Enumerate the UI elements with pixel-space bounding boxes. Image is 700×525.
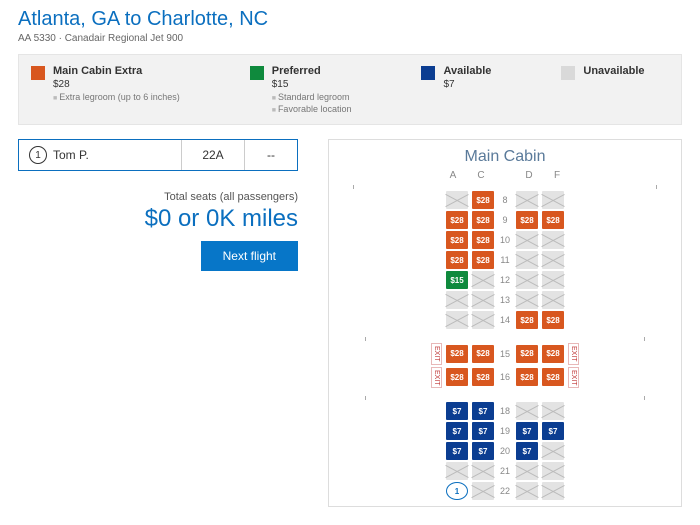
seat-15-D[interactable]: $28 (516, 345, 538, 363)
exit-label: EXIT (431, 343, 442, 365)
seat-14-D[interactable]: $28 (516, 311, 538, 329)
row-number: 10 (498, 235, 512, 245)
route-title: Atlanta, GA to Charlotte, NC (18, 8, 682, 31)
column-labels: ACDF (343, 170, 667, 181)
seat-18-F (542, 402, 564, 420)
seat-12-A[interactable]: $15 (446, 271, 468, 289)
seat-21-C (472, 462, 494, 480)
row-number: 20 (498, 446, 512, 456)
seat-13-D (516, 291, 538, 309)
seat-20-F (542, 442, 564, 460)
seat-12-C (472, 271, 494, 289)
row-number: 22 (498, 486, 512, 496)
seat-14-A (446, 311, 468, 329)
seat-22-F (542, 482, 564, 500)
passenger-pill[interactable]: 1 Tom P. 22A -- (18, 139, 298, 171)
passenger-extra: -- (245, 140, 297, 170)
legend-name: Preferred (272, 65, 352, 77)
seat-11-F (542, 251, 564, 269)
legend-swatch-mce (31, 66, 45, 80)
exit-label: EXIT (431, 367, 442, 389)
seat-16-F[interactable]: $28 (542, 368, 564, 386)
seat-18-A[interactable]: $7 (446, 402, 468, 420)
seat-12-D (516, 271, 538, 289)
seat-22-A[interactable]: 1 (446, 482, 468, 500)
seat-14-F[interactable]: $28 (542, 311, 564, 329)
legend-swatch-un (561, 66, 575, 80)
row-number: 18 (498, 406, 512, 416)
seat-15-F[interactable]: $28 (542, 345, 564, 363)
seat-10-F (542, 231, 564, 249)
seat-11-C[interactable]: $28 (472, 251, 494, 269)
legend-name: Unavailable (583, 65, 644, 77)
passenger-seat: 22A (182, 140, 245, 170)
passenger-num: 1 (29, 146, 47, 164)
seat-13-F (542, 291, 564, 309)
legend-price: $7 (443, 79, 491, 90)
seat-20-C[interactable]: $7 (472, 442, 494, 460)
legend-price: $15 (272, 79, 352, 90)
seat-20-D[interactable]: $7 (516, 442, 538, 460)
exit-label: EXIT (568, 367, 579, 389)
seat-8-F (542, 191, 564, 209)
row-number: 21 (498, 466, 512, 476)
legend-price: $28 (53, 79, 180, 90)
legend-name: Available (443, 65, 491, 77)
seat-21-F (542, 462, 564, 480)
seat-21-A (446, 462, 468, 480)
seat-19-A[interactable]: $7 (446, 422, 468, 440)
seat-8-A (446, 191, 468, 209)
seat-11-A[interactable]: $28 (446, 251, 468, 269)
passenger-name: Tom P. (53, 148, 89, 162)
seat-16-C[interactable]: $28 (472, 368, 494, 386)
seat-9-C[interactable]: $28 (472, 211, 494, 229)
legend: Main Cabin Extra $28Extra legroom (up to… (18, 54, 682, 125)
seat-15-A[interactable]: $28 (446, 345, 468, 363)
seat-16-A[interactable]: $28 (446, 368, 468, 386)
seat-12-F (542, 271, 564, 289)
row-number: 13 (498, 295, 512, 305)
seat-9-A[interactable]: $28 (446, 211, 468, 229)
seat-9-D[interactable]: $28 (516, 211, 538, 229)
cabin-title: Main Cabin (343, 148, 667, 166)
seat-22-C (472, 482, 494, 500)
row-number: 9 (498, 215, 512, 225)
seat-map: Main Cabin ACDF $288$28$289$28$28$28$281… (328, 139, 682, 507)
summary-label: Total seats (all passengers) (18, 191, 298, 203)
seat-22-D (516, 482, 538, 500)
summary-value: $0 or 0K miles (18, 205, 298, 233)
legend-name: Main Cabin Extra (53, 65, 180, 77)
seat-20-A[interactable]: $7 (446, 442, 468, 460)
seat-9-F[interactable]: $28 (542, 211, 564, 229)
seat-8-D (516, 191, 538, 209)
seat-8-C[interactable]: $28 (472, 191, 494, 209)
next-flight-button[interactable]: Next flight (201, 241, 298, 271)
seat-13-A (446, 291, 468, 309)
row-number: 19 (498, 426, 512, 436)
row-number: 11 (498, 255, 512, 265)
row-number: 14 (498, 315, 512, 325)
seat-19-D[interactable]: $7 (516, 422, 538, 440)
seat-16-D[interactable]: $28 (516, 368, 538, 386)
row-number: 16 (498, 372, 512, 382)
seat-10-C[interactable]: $28 (472, 231, 494, 249)
legend-swatch-avail (421, 66, 435, 80)
exit-label: EXIT (568, 343, 579, 365)
row-number: 8 (498, 195, 512, 205)
row-number: 15 (498, 349, 512, 359)
seat-10-D (516, 231, 538, 249)
seat-21-D (516, 462, 538, 480)
seat-11-D (516, 251, 538, 269)
row-number: 12 (498, 275, 512, 285)
seat-19-C[interactable]: $7 (472, 422, 494, 440)
legend-swatch-pref (250, 66, 264, 80)
seat-15-C[interactable]: $28 (472, 345, 494, 363)
seat-10-A[interactable]: $28 (446, 231, 468, 249)
seat-13-C (472, 291, 494, 309)
seat-19-F[interactable]: $7 (542, 422, 564, 440)
seat-14-C (472, 311, 494, 329)
seat-18-C[interactable]: $7 (472, 402, 494, 420)
flight-subtitle: AA 5330 · Canadair Regional Jet 900 (18, 33, 682, 44)
seat-18-D (516, 402, 538, 420)
